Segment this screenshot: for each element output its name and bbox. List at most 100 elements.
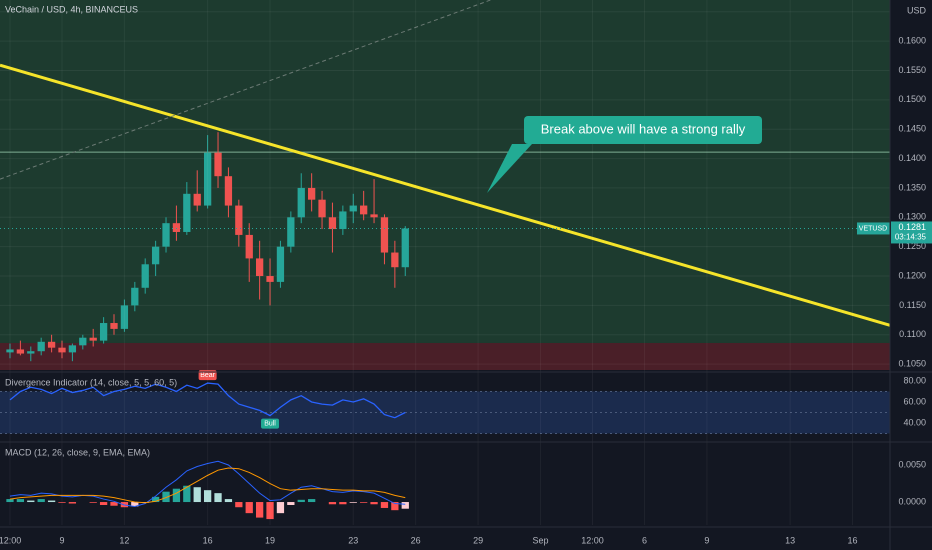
x-tick-label: 29: [473, 535, 483, 545]
x-tick-label: 12:00: [581, 535, 604, 545]
y-tick-label: 0.1200: [898, 270, 926, 280]
histogram-bar: [58, 502, 66, 503]
candle-body: [68, 345, 77, 353]
y-tick-label: 0.1050: [898, 359, 926, 369]
divergence-pane: 80.00 60.00 40.00 Bear Bull Divergence Indica…: [0, 370, 926, 434]
candle-body: [255, 258, 264, 277]
histogram-bar: [360, 502, 368, 503]
candle-body: [110, 323, 118, 329]
candle-body: [328, 217, 337, 230]
candle-body: [391, 252, 399, 268]
histogram-bar: [27, 500, 35, 503]
x-tick-label: Sep: [532, 535, 548, 545]
histogram-bar: [214, 493, 222, 503]
histogram-bar: [37, 499, 45, 503]
x-tick-label: 26: [411, 535, 421, 545]
candle-body: [297, 187, 305, 218]
histogram-bar: [183, 485, 191, 503]
candle-body: [349, 205, 357, 212]
histogram-bar: [131, 502, 139, 507]
candle-body: [120, 305, 129, 329]
candle-body: [401, 228, 409, 268]
candle-body: [214, 152, 222, 177]
divergence-label: Bear: [200, 372, 215, 379]
histogram-bar: [370, 502, 378, 505]
price-tag: [891, 221, 932, 244]
histogram-bar: [349, 502, 357, 503]
histogram-bar: [6, 499, 14, 503]
histogram-bar: [297, 499, 305, 503]
x-tick-label: 12: [119, 535, 129, 545]
macd-pane: 0.0050 0.0000 MACD (12, 26, close, 9, EMA,…: [5, 447, 926, 520]
macd-line: [9, 460, 406, 507]
zone: [0, 342, 890, 370]
candle-body: [162, 223, 170, 247]
candle-body: [380, 217, 389, 253]
candle-body: [276, 246, 285, 282]
histogram-bar: [193, 487, 201, 503]
y-tick-label: 0.1550: [898, 65, 926, 75]
candle-body: [141, 264, 149, 288]
x-tick-label: 16: [203, 535, 213, 545]
candle-body: [79, 337, 87, 346]
time-axis: 12:00 9 12 16 19 23 26 29 Sep 12:00 6 9 13 16: [0, 0, 858, 545]
x-tick-label: 23: [348, 535, 358, 545]
candle-body: [245, 234, 253, 259]
histogram-bar: [391, 502, 399, 511]
candle-body: [235, 205, 243, 235]
histogram-bar: [162, 491, 170, 503]
histogram-bar: [203, 490, 212, 503]
divergence-label-box: [261, 418, 280, 429]
symbol-title: VeChain / USD, 4h, BINANCEUS: [5, 4, 138, 14]
x-tick-label: 19: [265, 535, 275, 545]
x-tick-label: 16: [848, 535, 858, 545]
y-tick-label: 0.1350: [898, 182, 926, 192]
histogram-bar: [99, 502, 108, 505]
y-tick-label: 0.1600: [898, 35, 926, 45]
candle-body: [193, 193, 201, 206]
y-tick-label: 0.1450: [898, 124, 926, 134]
candle-body: [16, 349, 25, 354]
histogram-bar: [68, 502, 77, 504]
candle-body: [6, 349, 14, 353]
currency-box: [894, 3, 928, 19]
candle-body: [47, 341, 56, 348]
candle-body: [151, 246, 160, 265]
y-tick-label: 0.1150: [899, 300, 926, 310]
candle-body: [318, 199, 326, 218]
candle-body: [131, 287, 139, 306]
histogram-bar: [245, 502, 253, 514]
candle-body: [370, 214, 378, 218]
y-tick-label: 0.1250: [898, 241, 926, 251]
macd-line: [9, 467, 406, 504]
price-tag-label: 0.1281: [898, 222, 926, 232]
candle-body: [27, 351, 35, 354]
symbol-tag: [857, 222, 890, 235]
histogram-bar: [89, 502, 97, 503]
candle-body: [360, 205, 368, 215]
histogram-bar: [266, 502, 274, 520]
histogram-bar: [328, 502, 337, 505]
histogram-bar: [224, 499, 233, 503]
histogram-bar: [339, 502, 347, 505]
y-tick-label: 0.0000: [898, 496, 926, 506]
callout-box: [524, 116, 762, 144]
histogram-bar: [287, 502, 295, 505]
histogram-bar: [308, 499, 316, 503]
candle-body: [89, 337, 97, 341]
indicator-line: [9, 382, 406, 419]
candle-body: [224, 176, 233, 206]
divergence-label-box: [198, 370, 217, 381]
pane-title: Divergence Indicator (14, close, 5, 5, 6…: [5, 377, 177, 387]
histogram-bar: [235, 502, 243, 508]
candle-body: [308, 187, 316, 200]
candle-body: [58, 347, 66, 353]
candle-body: [287, 217, 295, 247]
histogram-bar: [401, 502, 409, 509]
currency: USD: [907, 5, 927, 15]
x-tick-label: 12:00: [0, 535, 21, 545]
candle-body: [266, 276, 274, 282]
trend-line: [0, 0, 491, 180]
divergence-label: Bull: [264, 420, 276, 427]
